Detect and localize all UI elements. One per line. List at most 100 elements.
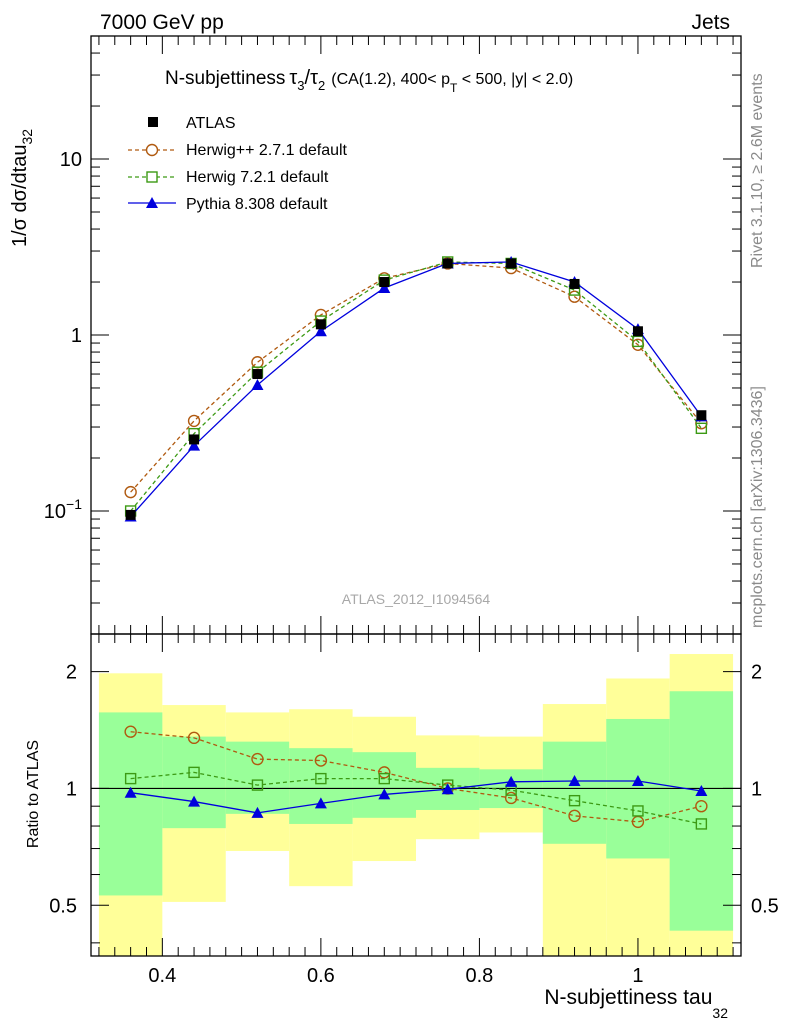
ratio-point-pythia-8-308-default bbox=[378, 788, 391, 800]
main-point-atlas bbox=[696, 410, 707, 421]
ratio-point-pythia-8-308-default bbox=[188, 795, 201, 807]
legend-marker-pythia bbox=[146, 197, 158, 208]
ratio-point-herwig-2-7-1-default bbox=[504, 791, 518, 805]
ratio-series-line-herwig-2-7-1-default bbox=[130, 731, 702, 823]
title-selection-1: (CA(1.2), 400< p bbox=[331, 71, 450, 88]
ratio-point-pythia-8-308-default bbox=[314, 797, 327, 809]
main-point-herwig-7-2-1-default bbox=[695, 422, 708, 435]
title-slash: / bbox=[305, 67, 311, 89]
ratio-point-herwig-7-2-1-default bbox=[315, 772, 327, 785]
ratio-x-tick-label: 0.4 bbox=[148, 965, 176, 987]
ratio-point-herwig-2-7-1-default bbox=[124, 725, 137, 738]
legend: ATLAS Herwig++ 2.7.1 default Herwig 7.2.… bbox=[128, 115, 348, 213]
ratio-x-tick-label: 1 bbox=[632, 965, 643, 987]
main-point-herwig-2-7-1-default bbox=[187, 414, 201, 428]
main-point-herwig-2-7-1-default bbox=[568, 290, 581, 303]
ratio-point-pythia-8-308-default bbox=[505, 775, 518, 787]
ratio-point-herwig-7-2-1-default bbox=[632, 805, 644, 817]
ratio-panel: 0.5 0.5 1 1 2 2 0.4 0.6 0.8 1 Ratio to ATLAS N-su… bbox=[25, 633, 779, 1021]
legend-marker-herwigpp bbox=[145, 143, 159, 157]
ratio-y-axis-label: Ratio to ATLAS bbox=[25, 740, 42, 848]
ratio-y-tick-label-right: 2 bbox=[751, 662, 762, 684]
legend-label-atlas: ATLAS bbox=[186, 115, 236, 132]
main-series-line-herwig-2-7-1-default bbox=[130, 262, 702, 493]
main-series-line-herwig-7-2-1-default bbox=[130, 261, 702, 512]
main-point-atlas bbox=[379, 277, 390, 288]
ratio-point-pythia-8-308-default bbox=[251, 806, 264, 818]
main-point-herwig-2-7-1-default bbox=[124, 485, 137, 499]
title-tau-2: τ bbox=[310, 67, 318, 89]
ratio-band-inner bbox=[669, 691, 734, 931]
main-point-pythia-8-308-default bbox=[251, 378, 264, 390]
ratio-frame bbox=[90, 633, 742, 957]
ratio-series-line-herwig-7-2-1-default bbox=[130, 771, 702, 825]
ratio-point-herwig-2-7-1-default bbox=[378, 766, 391, 779]
x-axis-label-sub: 32 bbox=[712, 1005, 728, 1021]
main-point-atlas bbox=[315, 319, 326, 330]
legend-marker-herwig7 bbox=[146, 171, 158, 183]
legend-entry-herwig7: Herwig 7.2.1 default bbox=[128, 169, 329, 186]
ratio-point-pythia-8-308-default bbox=[568, 775, 581, 787]
ratio-point-herwig-7-2-1-default bbox=[378, 772, 390, 785]
main-y-axis-label-main: 1/σ dσ/dtau bbox=[9, 145, 31, 248]
ratio-y-tick-label: 1 bbox=[66, 778, 77, 800]
ratio-point-herwig-2-7-1-default bbox=[251, 752, 264, 766]
ratio-y-tick-label: 2 bbox=[66, 662, 77, 684]
ratio-band-inner bbox=[225, 741, 290, 814]
x-axis-label: N-subjettiness tau32 bbox=[544, 986, 728, 1021]
main-point-atlas bbox=[442, 258, 453, 269]
analysis-watermark: ATLAS_2012_I1094564 bbox=[342, 591, 491, 607]
main-plot-area: 10−1 1 10 bbox=[44, 35, 741, 635]
title-pt-sub: T bbox=[450, 81, 458, 95]
ratio-plot-area: 0.5 0.5 1 1 2 2 0.4 0.6 0.8 1 bbox=[49, 634, 779, 987]
ratio-point-pythia-8-308-default bbox=[441, 783, 454, 795]
ratio-band-inner bbox=[289, 748, 353, 824]
ratio-point-herwig-7-2-1-default bbox=[568, 794, 581, 807]
ratio-x-tick-label: 0.6 bbox=[307, 965, 335, 987]
title-prefix: N-subjettiness bbox=[165, 68, 285, 89]
ratio-x-tick-label: 0.8 bbox=[466, 965, 494, 987]
main-y-axis-label-sub: 32 bbox=[19, 129, 35, 145]
main-point-atlas bbox=[189, 434, 200, 445]
title-tau-2-sub: 2 bbox=[318, 78, 325, 93]
mcplots-label: mcplots.cern.ch [arXiv:1306.3436] bbox=[749, 386, 766, 628]
title-tau-3-sub: 3 bbox=[297, 78, 304, 93]
ratio-point-herwig-7-2-1-default bbox=[695, 818, 708, 830]
main-y-axis-label: 1/σ dσ/dtau32 bbox=[9, 129, 35, 247]
legend-label-herwig7: Herwig 7.2.1 default bbox=[186, 169, 329, 186]
plot-title: N-subjettiness τ3/τ2 (CA(1.2), 400< pT < 5… bbox=[165, 67, 573, 95]
main-point-pythia-8-308-default bbox=[314, 325, 327, 337]
rivet-version-label: Rivet 3.1.10, ≥ 2.6M events bbox=[749, 73, 766, 268]
main-point-atlas bbox=[506, 258, 517, 269]
main-point-pythia-8-308-default bbox=[188, 439, 201, 451]
ratio-band-inner bbox=[352, 752, 416, 818]
ratio-point-herwig-7-2-1-default bbox=[124, 772, 137, 785]
title-selection-2: < 500, |y| < 2.0) bbox=[457, 71, 573, 88]
ratio-point-pythia-8-308-default bbox=[695, 784, 708, 796]
main-point-herwig-2-7-1-default bbox=[251, 356, 264, 369]
main-point-atlas bbox=[569, 278, 580, 289]
main-y-tick-label: 10 bbox=[60, 149, 82, 171]
ratio-y-tick-label-right: 0.5 bbox=[751, 895, 779, 917]
main-point-herwig-7-2-1-default bbox=[632, 335, 644, 348]
main-series-line-pythia-8-308-default bbox=[130, 261, 702, 517]
ratio-point-herwig-2-7-1-default bbox=[314, 754, 328, 767]
legend-entry-herwigpp: Herwig++ 2.7.1 default bbox=[128, 142, 348, 159]
ratio-band-inner bbox=[542, 741, 607, 844]
ratio-y-tick-label: 0.5 bbox=[49, 895, 77, 917]
main-point-atlas bbox=[632, 326, 643, 337]
ratio-point-herwig-7-2-1-default bbox=[188, 766, 200, 779]
legend-label-herwigpp: Herwig++ 2.7.1 default bbox=[186, 142, 348, 159]
main-point-pythia-8-308-default bbox=[378, 281, 391, 293]
ratio-point-herwig-2-7-1-default bbox=[695, 799, 708, 813]
ratio-band-inner bbox=[98, 712, 163, 896]
title-tau-3: τ bbox=[289, 67, 297, 89]
category-label: Jets bbox=[691, 11, 730, 34]
main-point-atlas bbox=[252, 369, 263, 380]
ratio-point-herwig-2-7-1-default bbox=[187, 731, 201, 745]
legend-marker-atlas bbox=[148, 117, 158, 127]
ratio-point-herwig-7-2-1-default bbox=[251, 779, 264, 791]
legend-label-pythia: Pythia 8.308 default bbox=[186, 196, 328, 213]
